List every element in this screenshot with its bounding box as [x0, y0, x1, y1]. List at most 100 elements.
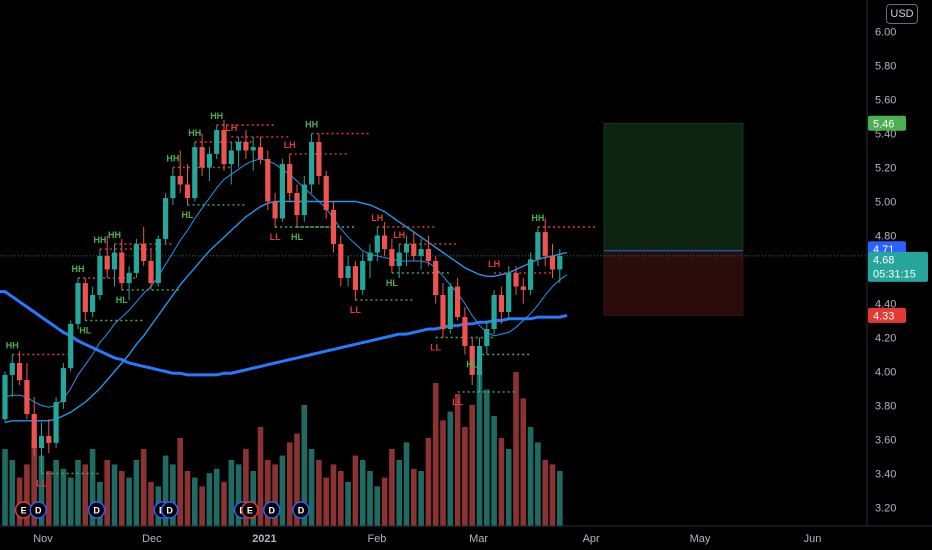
candle[interactable]: [469, 337, 475, 386]
candle[interactable]: [199, 133, 205, 177]
candle[interactable]: [287, 153, 293, 202]
candle[interactable]: [272, 193, 278, 227]
candle[interactable]: [309, 133, 315, 194]
candle[interactable]: [236, 136, 242, 168]
candle[interactable]: [257, 136, 264, 165]
candle[interactable]: [155, 235, 161, 287]
candle[interactable]: [323, 170, 329, 219]
candle[interactable]: [68, 320, 74, 372]
candle[interactable]: [250, 136, 256, 171]
candle[interactable]: [301, 176, 307, 222]
event-marker[interactable]: D: [29, 501, 47, 519]
candlestick-series[interactable]: [2, 119, 563, 474]
candle[interactable]: [170, 167, 176, 205]
stop-zone[interactable]: [603, 250, 744, 316]
candle[interactable]: [520, 278, 526, 304]
candle[interactable]: [97, 249, 103, 301]
candle[interactable]: [221, 119, 227, 171]
candle[interactable]: [330, 201, 337, 253]
candle[interactable]: [506, 266, 512, 321]
candle[interactable]: [338, 235, 344, 287]
event-marker[interactable]: D: [292, 501, 310, 519]
candle[interactable]: [360, 252, 366, 296]
candle[interactable]: [141, 227, 147, 267]
candle[interactable]: [192, 142, 198, 202]
candle[interactable]: [24, 363, 30, 420]
candle[interactable]: [9, 354, 15, 398]
candle-body: [309, 142, 315, 185]
candle[interactable]: [82, 278, 88, 321]
candle[interactable]: [528, 252, 534, 296]
candle[interactable]: [484, 320, 490, 355]
candle[interactable]: [403, 235, 410, 267]
long-position-tool[interactable]: [0, 123, 866, 316]
candle[interactable]: [352, 261, 358, 301]
candle[interactable]: [206, 147, 212, 182]
candle-body: [192, 147, 198, 199]
candle[interactable]: [476, 337, 483, 392]
event-markers[interactable]: EDDDDDEDD: [14, 501, 310, 519]
candle[interactable]: [133, 238, 139, 278]
event-marker[interactable]: E: [241, 501, 259, 519]
candle[interactable]: [38, 422, 45, 474]
candle[interactable]: [46, 419, 52, 454]
candle[interactable]: [382, 221, 388, 256]
event-marker[interactable]: E: [14, 501, 33, 519]
candle[interactable]: [396, 244, 402, 278]
candle[interactable]: [316, 133, 322, 185]
candle[interactable]: [111, 244, 118, 287]
candle[interactable]: [374, 227, 380, 261]
candle[interactable]: [535, 227, 541, 267]
event-circle: [87, 501, 106, 519]
candle[interactable]: [498, 286, 504, 324]
candle[interactable]: [17, 351, 23, 386]
candle[interactable]: [148, 249, 154, 290]
candle[interactable]: [31, 397, 37, 457]
candle[interactable]: [2, 371, 8, 423]
candle[interactable]: [557, 249, 563, 284]
candle-body: [279, 164, 285, 219]
candle[interactable]: [163, 193, 169, 244]
event-marker[interactable]: D: [87, 501, 106, 519]
candle[interactable]: [455, 278, 461, 321]
candle[interactable]: [462, 306, 468, 355]
candle[interactable]: [214, 125, 220, 159]
candle[interactable]: [513, 266, 519, 295]
candle[interactable]: [53, 397, 59, 448]
candle[interactable]: [243, 130, 249, 159]
price-axis[interactable]: 6.005.805.605.405.205.004.804.604.404.20…: [875, 27, 896, 515]
candle[interactable]: [433, 255, 439, 304]
event-marker[interactable]: D: [263, 501, 281, 519]
event-marker[interactable]: D: [160, 501, 179, 519]
candle[interactable]: [425, 235, 431, 267]
currency-button[interactable]: USD: [886, 4, 918, 24]
time-tick-label: Mar: [469, 533, 488, 545]
candle[interactable]: [491, 289, 497, 335]
candle[interactable]: [90, 286, 96, 318]
candle[interactable]: [119, 238, 125, 290]
candle[interactable]: [75, 278, 81, 329]
candle[interactable]: [440, 283, 446, 338]
candle[interactable]: [411, 232, 417, 261]
candle[interactable]: [126, 266, 132, 301]
candle[interactable]: [418, 238, 424, 270]
candle[interactable]: [184, 164, 191, 205]
candle[interactable]: [549, 244, 556, 278]
candle[interactable]: [265, 150, 271, 211]
candle[interactable]: [447, 283, 453, 335]
candle[interactable]: [389, 238, 395, 273]
candle[interactable]: [345, 255, 351, 287]
time-axis[interactable]: Nov Dec 2021 Feb Mar Apr May Jun: [33, 533, 821, 545]
candle-body: [549, 255, 556, 270]
candle[interactable]: [542, 218, 548, 267]
candle[interactable]: [177, 150, 183, 194]
pivot-label: HL: [116, 295, 128, 305]
candle[interactable]: [367, 244, 373, 278]
candle[interactable]: [104, 235, 110, 279]
candle[interactable]: [294, 184, 300, 228]
candle[interactable]: [228, 142, 234, 185]
candle[interactable]: [279, 159, 285, 222]
candle[interactable]: [60, 363, 66, 409]
target-zone[interactable]: [603, 123, 744, 252]
